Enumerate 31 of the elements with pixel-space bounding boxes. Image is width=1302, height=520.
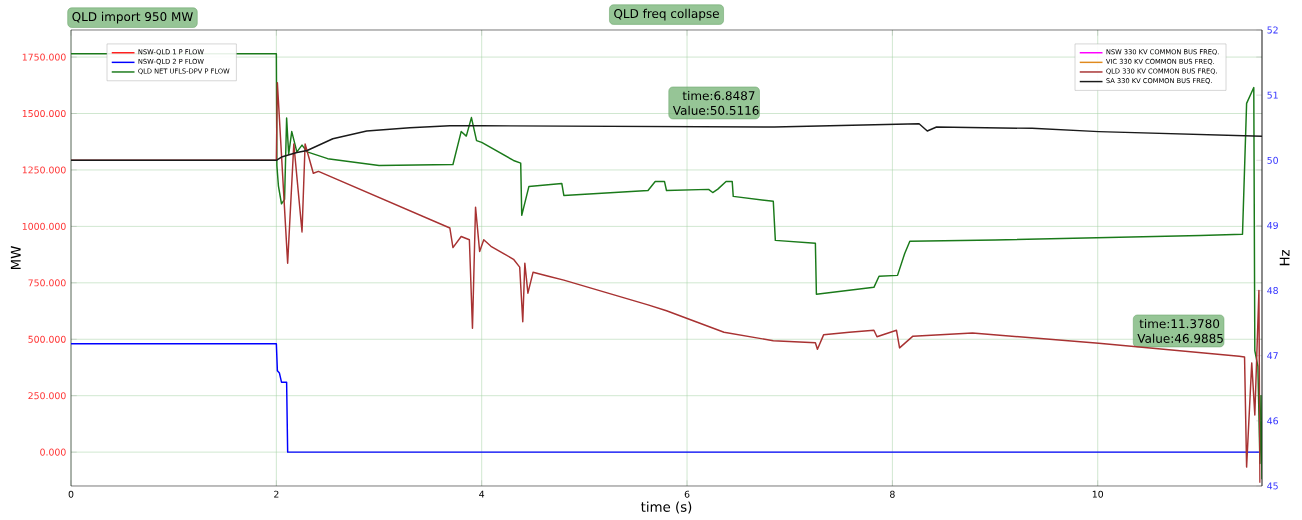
y-tick-label: 0.000 <box>40 448 66 456</box>
y2-tick-label: 47 <box>1267 352 1278 360</box>
y-tick-label: 250.000 <box>28 392 66 400</box>
x-tick-label: 6 <box>684 490 690 498</box>
annotation: time:11.3780 Value:46.9885 <box>1137 318 1223 343</box>
line-series <box>71 343 1260 453</box>
y-tick-label: 500.000 <box>28 335 66 343</box>
y-tick-label: 1250.000 <box>22 166 66 174</box>
x-tick-label: 10 <box>1092 490 1104 498</box>
y-tick-label: 750.000 <box>28 279 66 287</box>
y2-tick-label: 52 <box>1267 26 1278 34</box>
y2-axis-title: Hz <box>1279 250 1290 266</box>
y2-tick-label: 45 <box>1267 482 1278 490</box>
x-axis-title: time (s) <box>641 501 692 514</box>
y-tick-label: 1500.000 <box>22 109 66 118</box>
text: QLD import 950 MW <box>72 11 193 24</box>
y-axis-title: MW <box>10 246 21 270</box>
y2-tick-label: 51 <box>1267 91 1278 99</box>
y2-tick-label: 48 <box>1267 287 1278 295</box>
annotation: time:6.8487 Value:50.5116 <box>672 90 759 115</box>
x-tick-label: 0 <box>68 490 74 498</box>
line-series <box>71 123 1262 162</box>
y2-tick-label: 50 <box>1267 156 1278 164</box>
chart-title: QLD freq collapse <box>614 8 719 21</box>
y2-tick-label: 49 <box>1267 221 1278 229</box>
y-tick-label: 1000.000 <box>22 222 66 230</box>
x-tick-label: 2 <box>274 490 279 498</box>
y-tick-label: 1750.000 <box>22 53 66 61</box>
y2-tick-label: 46 <box>1267 417 1278 425</box>
x-tick-label: 4 <box>479 490 485 498</box>
x-tick-label: 8 <box>890 490 895 498</box>
